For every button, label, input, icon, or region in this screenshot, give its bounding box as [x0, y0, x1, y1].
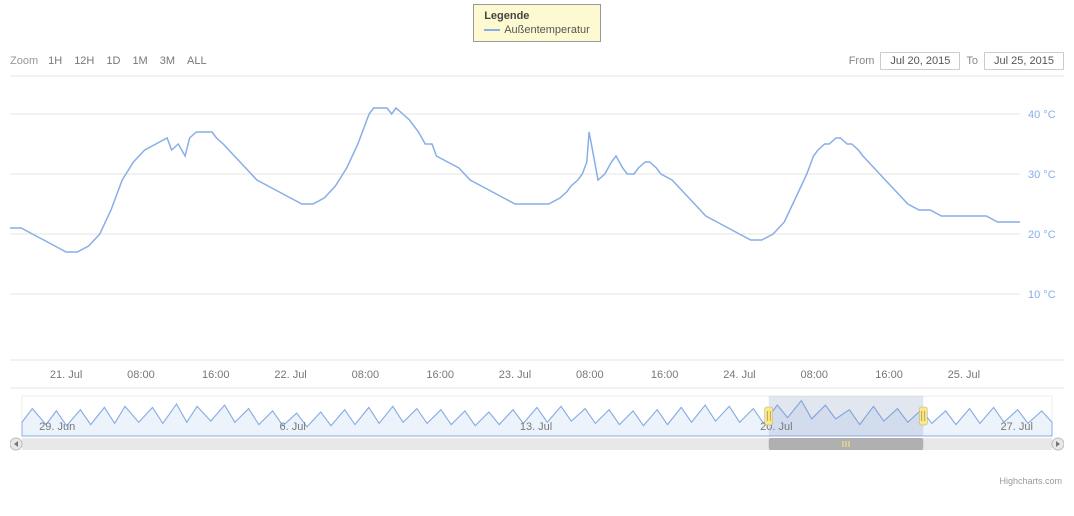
- x-axis-minor-label: 16:00: [651, 369, 679, 381]
- navigator-x-label: 13. Jul: [520, 421, 552, 433]
- y-axis-label: 40 °C: [1028, 109, 1056, 121]
- zoom-1h-button[interactable]: 1H: [42, 52, 68, 70]
- from-label: From: [849, 55, 875, 67]
- legend-title: Legende: [484, 10, 590, 22]
- legend-series-label: Außentemperatur: [504, 24, 590, 36]
- x-axis-label: 24. Jul: [723, 369, 755, 381]
- zoom-label: Zoom: [10, 55, 38, 67]
- legend-item[interactable]: Außentemperatur: [484, 24, 590, 36]
- temperature-series: [10, 108, 1020, 252]
- x-axis-minor-label: 16:00: [202, 369, 230, 381]
- zoom-1d-button[interactable]: 1D: [100, 52, 126, 70]
- zoom-1m-button[interactable]: 1M: [126, 52, 153, 70]
- x-axis-label: 23. Jul: [499, 369, 531, 381]
- x-axis-label: 25. Jul: [948, 369, 980, 381]
- navigator-x-label: 27. Jul: [1001, 421, 1033, 433]
- navigator-handle-right[interactable]: [919, 407, 927, 425]
- chart-area: 10 °C 20 °C 30 °C 40 °C 21. Jul 08:00 16:00 22.…: [0, 74, 1074, 474]
- to-label: To: [966, 55, 978, 67]
- x-axis-label: 22. Jul: [274, 369, 306, 381]
- from-input[interactable]: [880, 52, 960, 70]
- navigator-x-label: 6. Jul: [280, 421, 306, 433]
- legend-swatch: [484, 29, 500, 31]
- y-axis-label: 10 °C: [1028, 289, 1056, 301]
- toolbar: Zoom 1H12H1D1M3MALL From To: [0, 52, 1074, 74]
- x-axis-minor-label: 08:00: [352, 369, 380, 381]
- navigator-x-label: 29. Jun: [39, 421, 75, 433]
- chart-svg: 10 °C 20 °C 30 °C 40 °C 21. Jul 08:00 16:00 22.…: [10, 74, 1064, 474]
- x-axis-minor-label: 16:00: [875, 369, 903, 381]
- to-input[interactable]: [984, 52, 1064, 70]
- x-axis-minor-label: 08:00: [127, 369, 155, 381]
- y-axis-label: 20 °C: [1028, 229, 1056, 241]
- zoom-3m-button[interactable]: 3M: [154, 52, 181, 70]
- zoom-12h-button[interactable]: 12H: [68, 52, 100, 70]
- x-axis-minor-label: 16:00: [426, 369, 454, 381]
- y-axis-label: 30 °C: [1028, 169, 1056, 181]
- range-group: From To: [849, 52, 1064, 70]
- navigator-handle-left[interactable]: [765, 407, 773, 425]
- zoom-all-button[interactable]: ALL: [181, 52, 213, 70]
- credits[interactable]: Highcharts.com: [0, 474, 1074, 490]
- zoom-group: Zoom 1H12H1D1M3MALL: [10, 52, 213, 70]
- legend-box: Legende Außentemperatur: [473, 4, 601, 42]
- x-axis-minor-label: 08:00: [576, 369, 604, 381]
- x-axis-label: 21. Jul: [50, 369, 82, 381]
- navigator-selection[interactable]: [769, 396, 924, 436]
- x-axis-minor-label: 08:00: [800, 369, 828, 381]
